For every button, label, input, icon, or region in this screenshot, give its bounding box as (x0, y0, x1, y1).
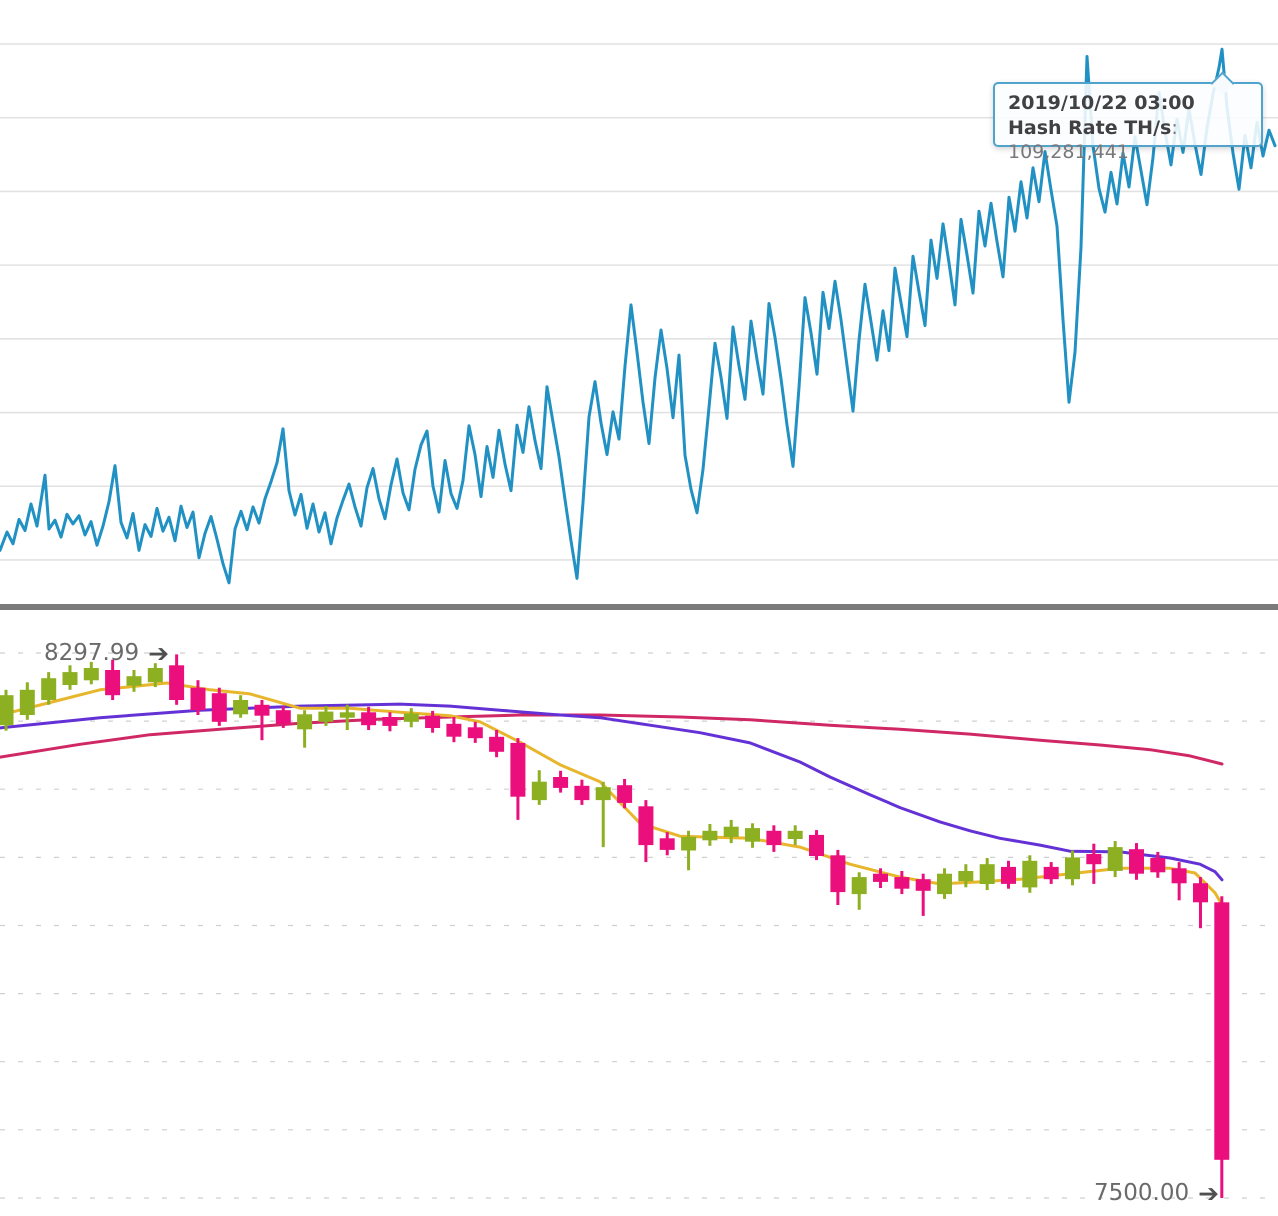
price-low-label: 7500.00 ➔ (1094, 1180, 1219, 1206)
tooltip-value-row: Hash Rate TH/s: 109,281,441 (1008, 116, 1261, 165)
arrow-right-icon: ➔ (1198, 1178, 1220, 1208)
price-high-label: 8297.99 ➔ (44, 640, 169, 666)
arrow-right-icon: ➔ (148, 638, 170, 668)
panel-divider (0, 604, 1278, 610)
hashrate-tooltip: 2019/10/22 03:00 Hash Rate TH/s: 109,281… (993, 71, 1263, 163)
price-high-value: 8297.99 (44, 640, 140, 666)
tooltip-value: 109,281,441 (1008, 141, 1129, 164)
price-low-value: 7500.00 (1094, 1180, 1190, 1206)
tooltip-separator: : (1171, 116, 1178, 139)
hashrate-plot[interactable] (0, 0, 1278, 603)
tooltip-date: 2019/10/22 03:00 (1008, 92, 1195, 114)
tooltip-series-label: Hash Rate TH/s (1008, 116, 1172, 139)
candle-plot[interactable] (0, 611, 1278, 1216)
